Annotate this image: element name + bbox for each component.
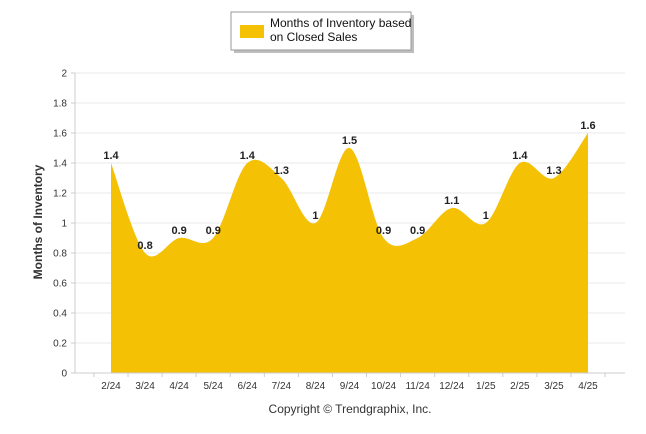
legend-label-line-1: Months of Inventory based xyxy=(270,16,411,30)
x-tick-label: 5/24 xyxy=(203,381,223,392)
x-tick-labels: 2/24 3/24 4/24 5/24 6/24 7/24 8/24 9/24 10/24 11/… xyxy=(93,373,606,392)
y-tick-label: 1.8 xyxy=(53,99,67,110)
data-label: 1.4 xyxy=(512,150,528,162)
x-tick-label: 9/24 xyxy=(340,381,360,392)
data-labels: 1.4 0.8 0.9 0.9 1.4 1.3 1 1.5 0.9 0.9 1.1 1 1.4 1.3 1.… xyxy=(103,120,595,252)
y-tick-label: 0.6 xyxy=(53,279,67,290)
y-tick-label: 0.4 xyxy=(53,309,67,320)
y-tick-labels: 0 0.2 0.4 0.6 0.8 1 1.2 1.4 1.6 1.8 2 xyxy=(53,69,67,380)
axes xyxy=(74,73,625,374)
x-tick-label: 12/24 xyxy=(439,381,464,392)
y-tick-label: 1 xyxy=(61,219,67,230)
data-label: 0.8 xyxy=(137,240,152,252)
y-tick-label: 1.4 xyxy=(53,159,67,170)
legend: Months of Inventory based on Closed Sale… xyxy=(230,11,414,53)
data-label: 0.9 xyxy=(376,225,391,237)
x-tick-label: 4/24 xyxy=(169,381,189,392)
y-axis-title: Months of Inventory xyxy=(31,164,45,279)
x-tick-label: 8/24 xyxy=(306,381,326,392)
area-series xyxy=(111,133,588,373)
data-label: 0.9 xyxy=(206,225,221,237)
area-fill xyxy=(111,133,588,373)
data-label: 1.4 xyxy=(103,150,119,162)
data-label: 1.5 xyxy=(342,135,357,147)
data-label: 1 xyxy=(312,210,318,222)
x-tick-label: 7/24 xyxy=(272,381,292,392)
x-tick-label: 2/24 xyxy=(101,381,121,392)
x-tick-label: 3/25 xyxy=(544,381,564,392)
data-label: 0.9 xyxy=(410,225,425,237)
x-tick-label: 10/24 xyxy=(371,381,396,392)
legend-label-line-2: on Closed Sales xyxy=(270,30,357,44)
x-tick-label: 11/24 xyxy=(405,381,430,392)
data-label: 1 xyxy=(483,210,489,222)
x-tick-label: 6/24 xyxy=(238,381,258,392)
data-label: 1.1 xyxy=(444,195,459,207)
x-tick-label: 4/25 xyxy=(578,381,598,392)
x-tick-label: 2/25 xyxy=(510,381,530,392)
y-tick-label: 0.8 xyxy=(53,249,67,260)
data-label: 1.6 xyxy=(580,120,595,132)
y-tick-label: 1.6 xyxy=(53,129,67,140)
y-tick-label: 0 xyxy=(61,369,67,380)
data-label: 0.9 xyxy=(171,225,186,237)
y-tick-label: 2 xyxy=(61,69,67,80)
data-label: 1.3 xyxy=(546,165,561,177)
x-tick-label: 1/25 xyxy=(476,381,496,392)
data-label: 1.4 xyxy=(240,150,256,162)
data-label: 1.3 xyxy=(274,165,289,177)
legend-swatch xyxy=(240,25,264,38)
x-tick-label: 3/24 xyxy=(135,381,155,392)
y-tick-label: 0.2 xyxy=(53,339,67,350)
copyright-text: Copyright © Trendgraphix, Inc. xyxy=(269,402,432,416)
y-tick-label: 1.2 xyxy=(53,189,67,200)
